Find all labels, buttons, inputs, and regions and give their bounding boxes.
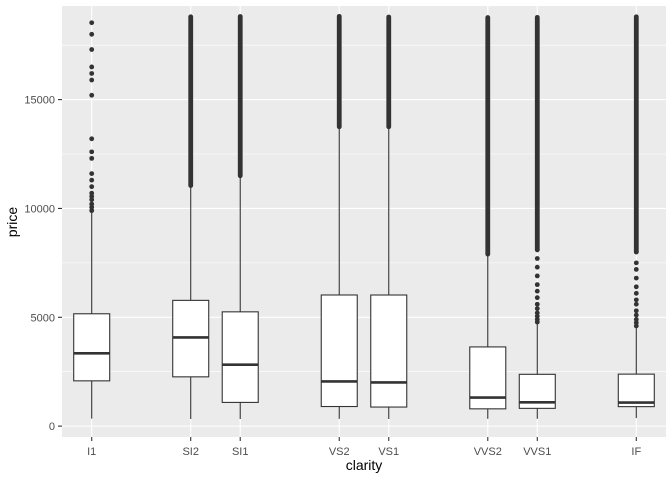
outlier-point — [534, 310, 540, 316]
boxes-layer — [73, 13, 655, 420]
box-group — [320, 13, 358, 419]
outlier-point — [633, 308, 639, 314]
outlier-point — [89, 31, 95, 37]
box-group — [221, 14, 259, 420]
outlier-point — [89, 92, 95, 98]
outlier-point — [633, 266, 639, 272]
x-axis: I1 SI2 SI1 VS2 VS1 VVS2 VVS1 IF — [87, 437, 641, 458]
outlier-point — [633, 297, 639, 303]
outlier-point — [89, 20, 95, 26]
box-group — [370, 14, 408, 419]
y-tick-label: 0 — [49, 421, 55, 433]
outlier-point — [89, 77, 95, 83]
y-axis: 0 5000 10000 15000 — [24, 95, 62, 433]
y-axis-title: price — [4, 207, 20, 238]
x-tick-label: SI2 — [182, 446, 199, 458]
outlier-point — [633, 317, 639, 322]
x-tick-label: VVS2 — [474, 446, 502, 458]
x-tick-label: I1 — [87, 446, 96, 458]
x-tick-label: VS1 — [378, 446, 399, 458]
box-iqr — [73, 313, 111, 382]
outlier-point — [89, 155, 95, 161]
outlier-point — [89, 201, 95, 207]
outlier-point — [633, 260, 639, 266]
outlier-point — [89, 184, 95, 190]
outlier-point — [534, 288, 540, 294]
outlier-point — [89, 177, 95, 183]
outlier-point — [89, 47, 95, 52]
y-tick-label: 15000 — [24, 95, 55, 107]
outlier-point — [89, 136, 95, 142]
outlier-point — [534, 264, 540, 270]
outlier-point — [89, 171, 95, 177]
box-iqr — [617, 373, 655, 408]
outlier-point — [534, 306, 540, 311]
outlier-point — [89, 71, 95, 76]
box-group — [518, 14, 556, 419]
x-tick-label: VVS1 — [523, 446, 551, 458]
outlier-point — [534, 273, 540, 279]
x-tick-label: SI1 — [232, 446, 249, 458]
x-axis-title: clarity — [346, 457, 383, 473]
box-group — [469, 15, 507, 419]
outlier-point — [89, 149, 95, 155]
y-tick-label: 10000 — [24, 203, 55, 215]
outlier-point — [89, 64, 95, 70]
outlier-point — [534, 256, 540, 261]
outlier-point — [633, 312, 639, 318]
outlier-point — [633, 284, 639, 290]
y-tick-label: 5000 — [31, 312, 55, 324]
outlier-point — [633, 301, 639, 307]
outlier-point — [633, 290, 639, 296]
x-tick-label: IF — [631, 446, 641, 458]
box-iqr — [221, 311, 259, 403]
outlier-point — [633, 275, 639, 281]
box-iqr — [469, 346, 507, 410]
outlier-point — [534, 295, 540, 301]
box-group — [617, 14, 655, 419]
box-iqr — [370, 294, 408, 408]
box-iqr — [320, 294, 358, 408]
x-tick-label: VS2 — [329, 446, 350, 458]
minor-gridlines — [62, 44, 666, 372]
outlier-point — [534, 301, 540, 307]
box-group — [73, 20, 111, 419]
plot-panel — [62, 6, 666, 437]
box-group — [172, 14, 210, 420]
outlier-point — [89, 190, 95, 196]
outlier-point — [534, 282, 540, 288]
